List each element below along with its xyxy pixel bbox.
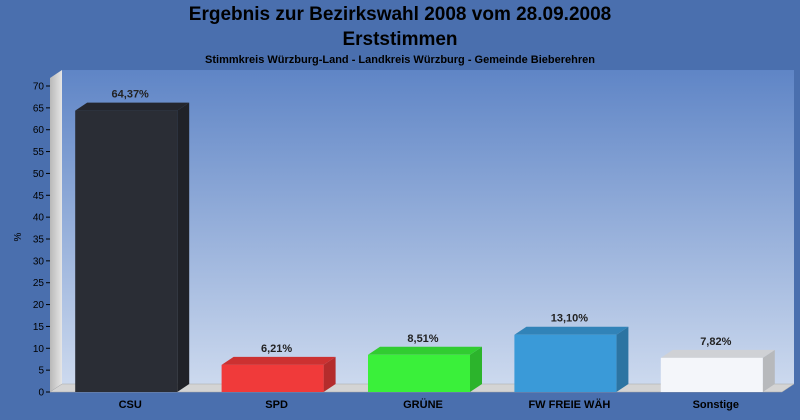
y-tick-label: 40 [33,213,45,224]
y-tick-label: 0 [38,388,44,399]
x-tick-label: SPD [265,399,288,411]
data-label: 13,10% [551,313,589,325]
y-tick-label: 45 [33,191,45,202]
x-tick-label: Sonstige [693,399,739,411]
x-tick-label: CSU [119,399,142,411]
x-tick-label: GRÜNE [403,398,443,411]
bar [660,357,763,392]
plot-side-wall [50,70,62,392]
bar [221,364,324,392]
y-axis: 0 5 10 15 20 25 30 35 40 45 50 55 60 65 70 [33,82,50,399]
y-tick-label: 35 [33,235,45,246]
data-label: 64,37% [112,89,150,101]
y-tick-label: 30 [33,256,45,267]
data-label: 7,82% [700,336,731,348]
bar-top [660,349,775,358]
bar-top [75,102,190,111]
bar-side [470,346,482,392]
y-tick-label: 5 [38,366,44,377]
bar-top [368,346,482,355]
y-tick-label: 15 [33,322,45,333]
bars [75,102,775,392]
y-tick-label: 60 [33,125,45,136]
y-tick-label: 70 [33,82,45,93]
x-tick-label: FW FREIE WÄH [528,398,610,411]
y-tick-label: 10 [33,344,45,355]
y-axis-label: % [13,232,24,241]
bar-top [221,356,336,365]
y-tick-label: 55 [33,147,45,158]
chart-title: Ergebnis zur Bezirkswahl 2008 vom 28.09.… [188,4,612,25]
bar-side [323,356,336,392]
bar [75,110,178,392]
bar-top [514,326,629,335]
y-tick-label: 20 [33,300,45,311]
bar-side [616,326,629,392]
y-tick-label: 50 [33,169,45,180]
labels: 64,37% CSU 6,21% SPD 8,51% GRÜNE 13,10% FW FREI… [112,89,739,411]
bar-side [177,102,190,392]
chart-title-2: Erststimmen [342,29,458,50]
chart-subtitle: Stimmkreis Würzburg-Land - Landkreis Wür… [205,54,595,66]
bar-side [762,349,775,392]
y-tick-label: 25 [33,278,45,289]
data-label: 8,51% [407,333,438,345]
y-tick-label: 65 [33,103,45,114]
data-label: 6,21% [261,343,292,355]
bar [514,334,617,392]
bar [368,354,470,392]
